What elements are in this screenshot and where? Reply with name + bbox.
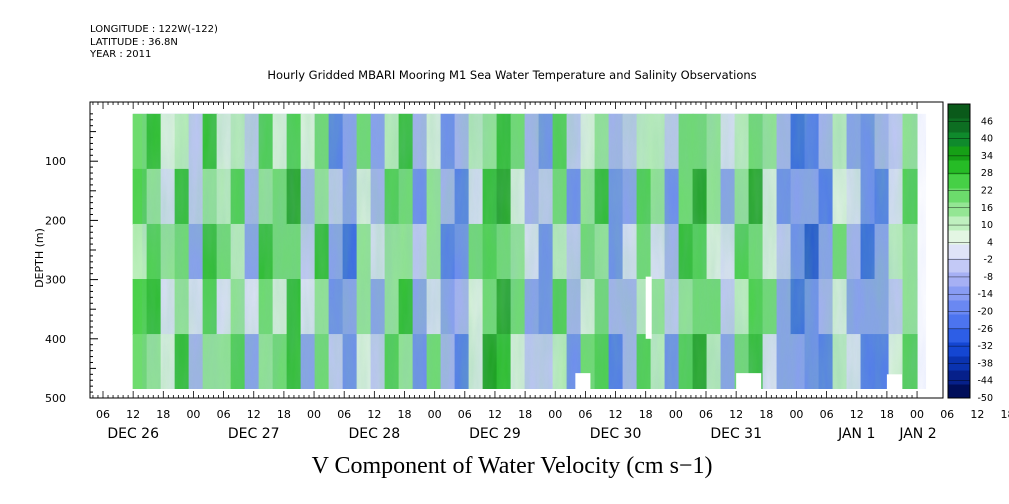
x-day-label: DEC 26 xyxy=(107,426,159,442)
missing-region xyxy=(736,373,762,390)
colorbar-swatch xyxy=(948,160,970,175)
colorbar-swatch xyxy=(948,146,970,161)
colorbar-label: -44 xyxy=(977,376,993,387)
colorbar-swatch xyxy=(948,118,970,133)
missing-region xyxy=(575,373,591,390)
x-day-label: DEC 30 xyxy=(590,426,642,442)
colorbar-swatch xyxy=(948,384,970,399)
colorbar-swatch xyxy=(948,104,970,119)
x-hour-label: 12 xyxy=(729,408,743,421)
y-tick-label: 300 xyxy=(45,274,66,287)
colorbar-swatch xyxy=(948,258,970,273)
colorbar-swatch xyxy=(948,188,970,203)
colorbar-label: -50 xyxy=(977,393,993,404)
longitude-label: LONGITUDE : 122W(-122) xyxy=(90,24,218,35)
x-hour-label: 00 xyxy=(789,408,803,421)
missing-data-regions xyxy=(575,276,902,390)
x-hour-label: 00 xyxy=(307,408,321,421)
colorbar-swatch xyxy=(948,132,970,147)
missing-region xyxy=(886,374,902,390)
x-hour-label: 18 xyxy=(277,408,291,421)
colorbar-swatch xyxy=(948,272,970,287)
colorbar-label: -38 xyxy=(977,358,993,369)
colorbar-swatch xyxy=(948,328,970,343)
heatmap-texture xyxy=(133,113,927,389)
x-hour-label: 00 xyxy=(548,408,562,421)
colorbar-label: 40 xyxy=(981,134,993,145)
x-hour-label: 18 xyxy=(639,408,653,421)
x-hour-label: 12 xyxy=(367,408,381,421)
x-hour-label: 18 xyxy=(880,408,894,421)
colorbar-swatch xyxy=(948,244,970,259)
texture-blue xyxy=(142,113,927,389)
x-hour-label: 00 xyxy=(428,408,442,421)
x-hour-label: 00 xyxy=(186,408,200,421)
colorbar-swatch xyxy=(948,216,970,231)
colorbar-label: 10 xyxy=(981,220,993,231)
x-hour-label: 18 xyxy=(759,408,773,421)
x-hour-label: 06 xyxy=(96,408,110,421)
x-hour-label: 18 xyxy=(156,408,170,421)
colorbar-label: 22 xyxy=(981,185,993,196)
x-hour-label: 18 xyxy=(1001,408,1009,421)
x-day-label: JAN 1 xyxy=(837,426,875,442)
x-hour-label: 12 xyxy=(970,408,984,421)
x-hour-label: 12 xyxy=(247,408,261,421)
colorbar-label: -32 xyxy=(977,341,993,352)
colorbar-label: 46 xyxy=(981,116,993,127)
colorbar-swatch xyxy=(948,286,970,301)
colorbar-label: -14 xyxy=(977,289,993,300)
colorbar-swatch xyxy=(948,314,970,329)
x-hour-label: 12 xyxy=(488,408,502,421)
x-hour-label: 06 xyxy=(578,408,592,421)
x-day-label: DEC 28 xyxy=(349,426,401,442)
y-tick-label: 200 xyxy=(45,214,66,227)
colorbar-label: 28 xyxy=(981,168,993,179)
x-day-label: DEC 31 xyxy=(710,426,762,442)
x-hour-label: 06 xyxy=(940,408,954,421)
x-day-label: JAN 2 xyxy=(898,426,936,442)
missing-region xyxy=(645,276,652,339)
colorbar-swatch xyxy=(948,230,970,245)
colorbar-label: 4 xyxy=(987,237,993,248)
x-day-label: DEC 27 xyxy=(228,426,280,442)
colorbar-label: 16 xyxy=(981,203,993,214)
colorbar-swatch xyxy=(948,300,970,315)
colorbar-label: -8 xyxy=(984,272,993,283)
metadata-block: LONGITUDE : 122W(-122) LATITUDE : 36.8N … xyxy=(90,24,218,62)
x-hour-label: 12 xyxy=(850,408,864,421)
colorbar-swatch xyxy=(948,370,970,385)
year-label: YEAR : 2011 xyxy=(90,49,152,60)
x-hour-label: 18 xyxy=(398,408,412,421)
y-tick-label: 500 xyxy=(45,392,66,405)
x-hour-label: 06 xyxy=(337,408,351,421)
chart-title: Hourly Gridded MBARI Mooring M1 Sea Wate… xyxy=(267,68,757,82)
variable-title: V Component of Water Velocity (cm s−1) xyxy=(311,453,713,479)
x-hour-label: 06 xyxy=(820,408,834,421)
colorbar-swatch xyxy=(948,342,970,357)
y-tick-label: 400 xyxy=(45,333,66,346)
latitude-label: LATITUDE : 36.8N xyxy=(90,36,178,48)
x-hour-label: 00 xyxy=(669,408,683,421)
x-hour-label: 00 xyxy=(910,408,924,421)
colorbar-label: -20 xyxy=(977,307,993,318)
x-hour-label: 12 xyxy=(126,408,140,421)
colorbar-label: -26 xyxy=(977,324,993,335)
x-hour-label: 18 xyxy=(518,408,532,421)
y-axis-label: DEPTH (m) xyxy=(33,228,46,288)
x-hour-label: 06 xyxy=(458,408,472,421)
colorbar-label: -2 xyxy=(984,255,993,266)
x-hour-label: 06 xyxy=(217,408,231,421)
colorbar-swatch xyxy=(948,202,970,217)
colorbar-label: 34 xyxy=(981,151,993,162)
x-hour-label: 06 xyxy=(699,408,713,421)
colorbar-swatch xyxy=(948,174,970,189)
x-hour-label: 12 xyxy=(609,408,623,421)
x-day-label: DEC 29 xyxy=(469,426,521,442)
y-tick-label: 100 xyxy=(45,155,66,168)
colorbar: 46 40 34 28 22 16 10 4 -2 -8 -14 -20 -26 -32 -38 -44 -50 xyxy=(947,103,993,404)
